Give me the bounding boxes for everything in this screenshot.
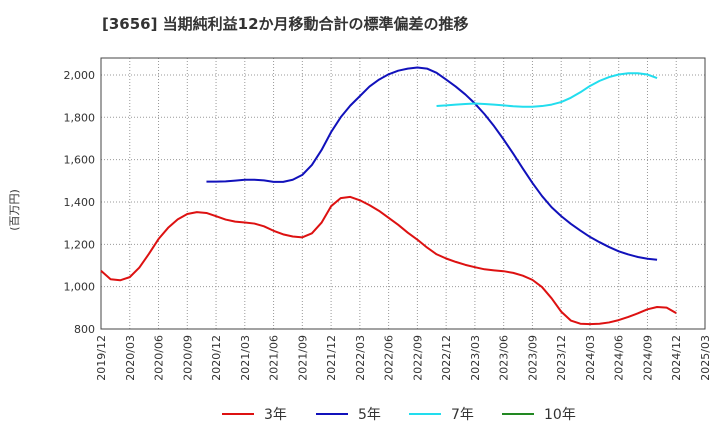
chart-title: [3656] 当期純利益12か月移動合計の標準偏差の推移 [102,15,469,33]
x-tick-label: 2023/09 [526,335,539,381]
x-tick-label: 2024/06 [613,335,626,381]
series-line-5年 [206,66,658,261]
y-tick-label: 1,600 [64,154,96,167]
x-tick-label: 2022/09 [411,335,424,381]
x-tick-label: 2022/06 [383,335,396,381]
plot-frame [100,57,706,330]
y-tick-label: 1,800 [64,111,96,124]
y-axis-ticks: 800 1,000 1,200 1,400 1,600 1,800 2,000 [64,69,96,336]
x-tick-label: 2022/03 [354,335,367,381]
legend-label: 10年 [544,407,576,423]
y-tick-label: 1,000 [64,281,96,294]
x-tick-label: 2020/06 [153,335,166,381]
y-axis-label: (百万円) [8,189,21,231]
x-tick-label: 2020/03 [124,335,137,381]
series-line-7年 [436,72,658,108]
x-tick-label: 2021/09 [296,335,309,381]
legend-label: 5年 [358,407,381,423]
x-tick-label: 2020/09 [181,335,194,381]
x-tick-label: 2024/09 [641,335,654,381]
x-tick-label: 2020/12 [210,335,223,381]
y-tick-label: 1,200 [64,238,96,251]
x-tick-label: 2021/12 [325,335,338,381]
legend: 3年 5年 7年 10年 [222,407,576,423]
legend-label: 7年 [451,407,474,423]
x-tick-label: 2021/06 [268,335,281,381]
grid [100,58,706,330]
x-tick-label: 2025/03 [699,335,712,381]
y-tick-label: 2,000 [64,69,96,82]
legend-label: 3年 [264,407,287,423]
x-tick-label: 2022/12 [440,335,453,381]
x-tick-label: 2024/12 [670,335,683,381]
x-tick-label: 2023/06 [498,335,511,381]
x-tick-label: 2019/12 [95,335,108,381]
x-tick-label: 2023/12 [555,335,568,381]
x-tick-label: 2024/03 [584,335,597,381]
x-tick-label: 2021/03 [239,335,252,381]
x-axis-ticks: 2019/12 2020/03 2020/06 2020/09 2020/12 2021/… [95,335,712,381]
y-tick-label: 800 [74,323,95,336]
x-tick-label: 2023/03 [469,335,482,381]
series-lines [100,66,677,326]
y-tick-label: 1,400 [64,196,96,209]
series-line-3年 [100,195,677,326]
